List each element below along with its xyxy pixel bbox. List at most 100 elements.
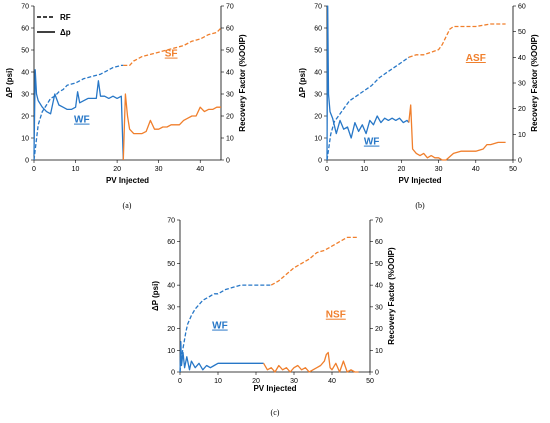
- x-axis-title: PV Injected: [106, 176, 149, 185]
- x-tick-label: 40: [328, 378, 336, 385]
- y2-tick-label: 50: [518, 29, 526, 36]
- y2-tick-label: 70: [226, 4, 234, 11]
- region-label-sf: SF: [165, 49, 178, 60]
- region-label-wf: WF: [212, 321, 228, 332]
- y-tick-label: 30: [314, 92, 322, 99]
- rf-series-line-orange: [408, 23, 506, 58]
- x-tick-label: 10: [360, 166, 368, 173]
- y2-tick-label: 10: [226, 136, 234, 143]
- region-label-asf: ASF: [466, 53, 486, 64]
- x-tick-label: 30: [435, 166, 443, 173]
- y2-axis-title: Recovery Factor (%OOIP): [387, 247, 396, 345]
- y-tick-label: 20: [167, 326, 175, 333]
- y2-tick-label: 60: [226, 26, 234, 33]
- y-tick-label: 40: [314, 70, 322, 77]
- x-tick-label: 10: [214, 378, 222, 385]
- y2-tick-label: 40: [375, 283, 383, 290]
- y-tick-label: 10: [21, 136, 29, 143]
- y2-axis-title: Recovery Factor (%OOIP): [238, 34, 247, 132]
- y2-tick-label: 50: [226, 48, 234, 55]
- x-tick-label: 20: [113, 166, 121, 173]
- y2-tick-label: 60: [518, 4, 526, 11]
- dp-series-line-blue: [179, 340, 264, 373]
- y2-tick-label: 10: [375, 348, 383, 355]
- y-tick-label: 50: [21, 48, 29, 55]
- y2-tick-label: 40: [226, 70, 234, 77]
- y-tick-label: 60: [21, 26, 29, 33]
- y-tick-label: 0: [25, 158, 29, 165]
- y-tick-label: 20: [21, 114, 29, 121]
- x-tick-label: 40: [196, 166, 204, 173]
- dp-series-line-orange: [263, 351, 359, 373]
- y2-tick-label: 70: [375, 218, 383, 225]
- panel-caption: (b): [415, 201, 425, 210]
- y-tick-label: 10: [314, 136, 322, 143]
- chart-panel-c: 0 10 20 30 40 5001020304050607001020304050607…: [151, 218, 396, 418]
- region-label-nsf: NSF: [326, 310, 346, 321]
- legend-rf-label: RF: [60, 13, 71, 22]
- x-tick-label: 20: [252, 378, 260, 385]
- rf-series-line-blue: [326, 56, 410, 161]
- x-tick-label: 50: [509, 166, 517, 173]
- y-tick-label: 40: [21, 70, 29, 77]
- y2-tick-label: 0: [375, 370, 379, 377]
- y-tick-label: 0: [318, 158, 322, 165]
- y-tick-label: 30: [21, 92, 29, 99]
- y2-tick-label: 20: [375, 326, 383, 333]
- x-tick-label: 40: [472, 166, 480, 173]
- chart-panel-b: 0 10 20 30 40 500102030405060700102030405060P…: [298, 4, 539, 211]
- y-tick-label: 70: [21, 4, 29, 11]
- legend: RF Δp: [37, 13, 71, 37]
- dp-series-line-blue: [33, 69, 124, 161]
- x-tick-label: 30: [290, 378, 298, 385]
- x-tick-label: 10: [72, 166, 80, 173]
- y2-tick-label: 30: [226, 92, 234, 99]
- y2-tick-label: 30: [375, 304, 383, 311]
- x-tick-label: 50: [366, 378, 374, 385]
- y-tick-label: 60: [167, 239, 175, 246]
- y2-tick-label: 20: [226, 114, 234, 121]
- y2-tick-label: 30: [518, 81, 526, 88]
- x-tick-label: 0: [325, 166, 329, 173]
- dp-series-line-orange: [122, 93, 221, 161]
- y-tick-label: 70: [314, 4, 322, 11]
- x-axis-title: PV Injected: [253, 384, 296, 393]
- dp-series-line-orange: [408, 104, 506, 161]
- y-tick-label: 50: [167, 261, 175, 268]
- dp-series-line-blue: [326, 5, 410, 161]
- y2-tick-label: 10: [518, 132, 526, 139]
- y2-tick-label: 20: [518, 106, 526, 113]
- rf-series-line-orange: [123, 27, 222, 67]
- rf-series-line-blue: [33, 64, 124, 161]
- y2-tick-label: 40: [518, 55, 526, 62]
- x-tick-label: 0: [178, 378, 182, 385]
- x-tick-label: 20: [398, 166, 406, 173]
- y-tick-label: 20: [314, 114, 322, 121]
- y2-tick-label: 50: [375, 261, 383, 268]
- y-axis-title: ΔP (psi): [298, 68, 307, 98]
- y2-tick-label: 0: [226, 158, 230, 165]
- y-tick-label: 30: [167, 304, 175, 311]
- y-tick-label: 60: [314, 26, 322, 33]
- chart-panel-a: 0 10 20 30 40 0 10 20 30 40 50 60 70 0 10 20 30 40 50 60 70 P…: [5, 4, 247, 211]
- y2-axis-title: Recovery Factor (%OOIP): [530, 34, 539, 132]
- x-tick-label: 0: [32, 166, 36, 173]
- legend-dp-label: Δp: [60, 28, 71, 37]
- y-tick-label: 40: [167, 283, 175, 290]
- y-axis-title: ΔP (psi): [5, 68, 14, 98]
- y-tick-label: 70: [167, 218, 175, 225]
- panel-caption: (a): [123, 201, 132, 210]
- region-label-wf: WF: [364, 137, 380, 148]
- y-tick-label: 10: [167, 348, 175, 355]
- x-axis-title: PV Injected: [398, 176, 441, 185]
- y-axis-title: ΔP (psi): [151, 281, 160, 311]
- y2-tick-label: 60: [375, 239, 383, 246]
- rf-series-line-orange: [270, 236, 359, 286]
- region-label-wf: WF: [74, 115, 90, 126]
- panel-caption: (c): [271, 408, 280, 417]
- y2-tick-label: 0: [518, 158, 522, 165]
- x-tick-label: 30: [155, 166, 163, 173]
- y-tick-label: 50: [314, 48, 322, 55]
- y-tick-label: 0: [171, 370, 175, 377]
